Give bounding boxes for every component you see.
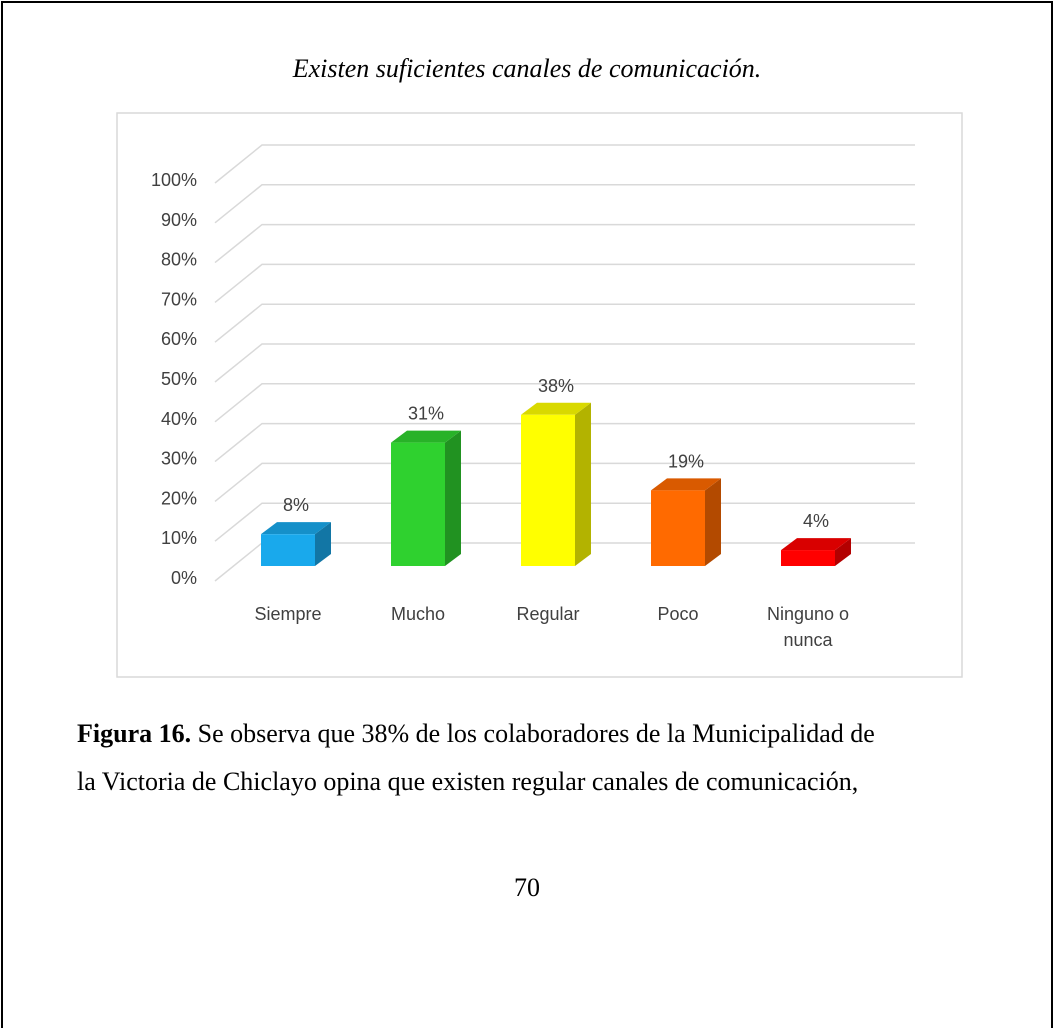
bar-top	[781, 538, 851, 551]
y-tick-label: 0%	[171, 568, 197, 588]
page-number: 70	[514, 873, 540, 902]
y-tick-label: 80%	[161, 250, 197, 270]
caption-line: la Victoria de Chiclayo opina que existe…	[77, 767, 858, 796]
bar-top	[261, 522, 331, 535]
grid-line	[214, 462, 915, 502]
x-tick-label: Siempre	[254, 604, 322, 624]
y-tick-label: 60%	[161, 329, 197, 349]
grid-line	[214, 383, 915, 423]
bar-side	[445, 430, 461, 566]
bar	[781, 538, 851, 566]
bar-front	[261, 534, 315, 566]
x-tick-label: Regular	[516, 604, 580, 624]
grid-line	[214, 184, 915, 224]
grid-line	[214, 422, 915, 463]
bar-front	[521, 414, 575, 566]
data-label: 31%	[408, 404, 444, 424]
bar	[391, 430, 461, 566]
caption-label: Figura 16.	[77, 719, 191, 748]
bar-side	[705, 478, 721, 566]
chart-frame	[116, 112, 963, 678]
grid-line	[214, 343, 915, 383]
bar-side	[315, 522, 331, 566]
y-tick-label: 70%	[161, 289, 197, 309]
y-tick-label: 30%	[161, 449, 197, 469]
data-label: 4%	[803, 511, 829, 531]
x-tick-label: Ninguno o nunca	[766, 604, 850, 650]
bar-top	[651, 478, 721, 491]
bar-front	[651, 490, 705, 566]
y-tick-label: 20%	[161, 488, 197, 508]
chart-title: Existen suficientes canales de comunicac…	[292, 54, 762, 83]
bar-top	[521, 402, 591, 415]
bar-side	[835, 538, 851, 566]
bar-top	[391, 430, 461, 443]
x-tick-label: Poco	[657, 604, 699, 624]
grid-line	[214, 223, 915, 264]
caption-text: Se observa que 38% de los colaboradores …	[198, 719, 875, 748]
bar-front	[391, 442, 445, 566]
bar-front	[781, 550, 835, 566]
y-tick-label: 90%	[161, 210, 197, 230]
y-tick-label: 100%	[151, 170, 197, 190]
grid-line	[214, 263, 915, 303]
bar	[261, 522, 331, 566]
data-label: 19%	[668, 451, 704, 471]
data-label: 38%	[538, 376, 574, 396]
caption-line: Figura 16. Se observa que 38% de los col…	[77, 719, 875, 748]
y-tick-label: 10%	[161, 528, 197, 548]
y-tick-label: 40%	[161, 409, 197, 429]
grid-line	[214, 144, 915, 184]
bar-side	[575, 402, 591, 566]
bar	[651, 478, 721, 566]
grid-line	[214, 303, 915, 343]
data-label: 8%	[283, 495, 309, 515]
bar	[521, 402, 591, 566]
y-tick-label: 50%	[161, 369, 197, 389]
x-tick-label: Mucho	[390, 604, 446, 624]
